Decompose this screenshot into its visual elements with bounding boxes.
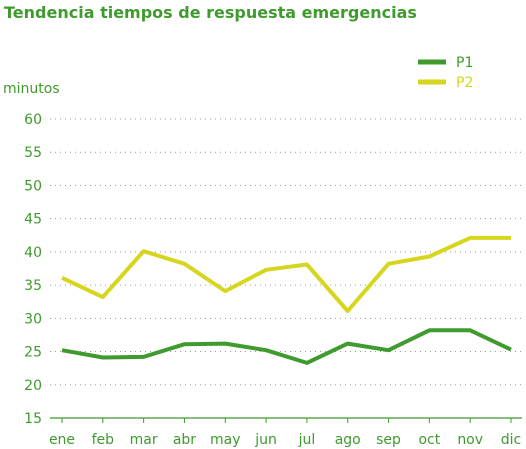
y-tick-label: 20	[24, 378, 42, 394]
x-axis: ene feb mar abr may jun jul ago sep oct nov dic	[49, 417, 522, 448]
x-tick-label: may	[210, 432, 241, 448]
y-tick-label: 40	[24, 245, 42, 261]
y-tick-label: 55	[24, 145, 42, 161]
x-tick-label: sep	[376, 432, 401, 448]
y-tick-label: 35	[24, 278, 42, 294]
x-tick-label: mar	[130, 432, 158, 448]
y-tick-label: 25	[24, 345, 42, 361]
x-tick-label: ene	[49, 432, 75, 448]
x-tick-label: ago	[335, 432, 361, 448]
y-tick-label: 50	[24, 178, 42, 194]
legend-label-p2: P2	[456, 75, 473, 91]
y-axis-label: minutos	[3, 81, 60, 97]
legend-label-p1: P1	[456, 55, 473, 71]
y-tick-label: 60	[24, 112, 42, 128]
y-axis: 15 20 25 30 35 40 45 50 55 60	[24, 112, 42, 427]
x-tick-label: dic	[501, 432, 521, 448]
x-tick-label: feb	[92, 432, 115, 448]
series-lines	[61, 235, 512, 365]
x-tick-label: jun	[254, 432, 277, 448]
y-tick-label: 45	[24, 212, 42, 228]
x-tick-label: jul	[298, 432, 316, 448]
series-line-p2	[61, 235, 511, 313]
x-tick-label: nov	[457, 432, 483, 448]
y-tick-label: 15	[24, 411, 42, 427]
x-tick-label: abr	[173, 432, 196, 448]
series-line-p1	[61, 328, 512, 365]
gridlines	[50, 118, 522, 386]
x-tick-label: oct	[418, 432, 440, 448]
chart-title: Tendencia tiempos de respuesta emergenci…	[4, 3, 417, 22]
y-tick-label: 30	[24, 311, 42, 327]
